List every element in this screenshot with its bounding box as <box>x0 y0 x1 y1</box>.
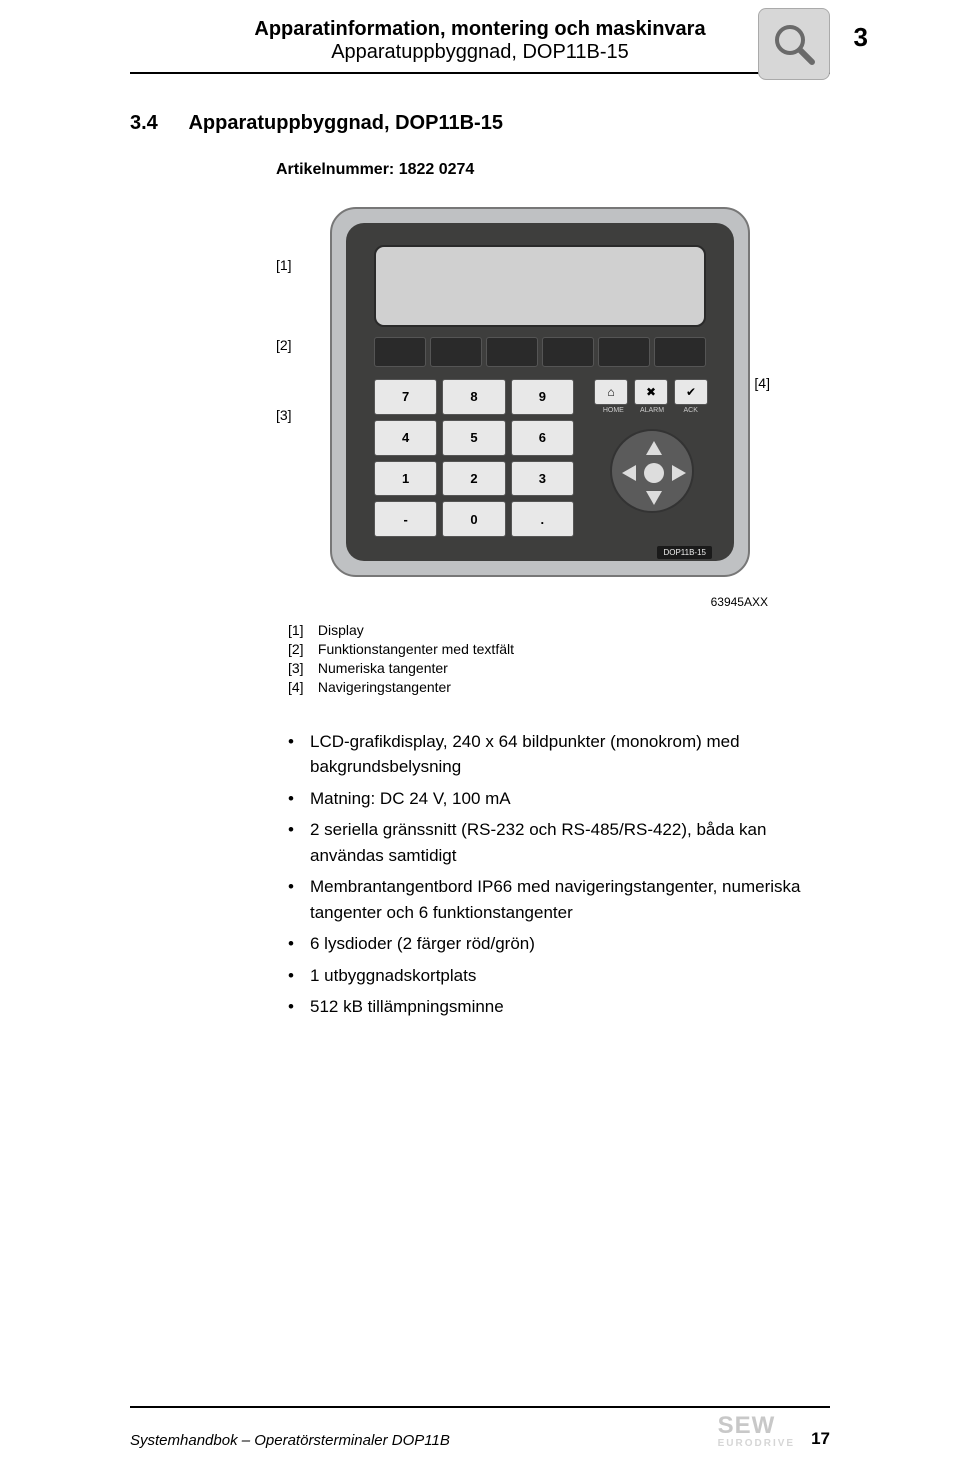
spec-bullet: Matning: DC 24 V, 100 mA <box>288 786 830 812</box>
device-lcd <box>374 245 706 327</box>
article-number: Artikelnummer: 1822 0274 <box>276 161 830 179</box>
dpad-arrows-icon <box>612 431 696 515</box>
home-icon: ⌂ <box>594 379 628 405</box>
figure-legend: [1] Display [2] Funktionstangenter med t… <box>130 621 830 697</box>
legend-row: [1] Display <box>288 621 830 640</box>
legend-text: Navigeringstangenter <box>318 679 451 695</box>
section-title: Apparatuppbyggnad, DOP11B-15 <box>188 112 503 135</box>
function-key <box>486 337 538 367</box>
brand-logo: SEW EURODRIVE <box>718 1412 795 1449</box>
keypad-key: 1 <box>374 461 437 497</box>
spec-bullet: 2 seriella gränssnitt (RS-232 och RS-485… <box>288 817 830 868</box>
figure-callout-2: [2] <box>276 337 292 353</box>
device-outline: 7 8 9 4 5 6 1 2 3 - 0 . ⌂ ✖ ✔ <box>330 207 750 577</box>
function-key-row <box>374 337 706 367</box>
footer-row: Systemhandbok – Operatörsterminaler DOP1… <box>100 1412 860 1449</box>
legend-ref: [2] <box>288 640 314 659</box>
spec-bullet: 1 utbyggnadskortplats <box>288 963 830 989</box>
nav-pad-area: ⌂ ✖ ✔ HOME ALARM ACK <box>594 379 710 547</box>
keypad-key: . <box>511 501 574 537</box>
brand-logo-main: SEW <box>718 1412 776 1439</box>
function-key <box>430 337 482 367</box>
direction-pad <box>610 429 694 513</box>
figure-callout-3: [3] <box>276 407 292 423</box>
numeric-keypad: 7 8 9 4 5 6 1 2 3 - 0 . <box>374 379 574 537</box>
spec-bullet: 6 lysdioder (2 färger röd/grön) <box>288 931 830 957</box>
chapter-number: 3 <box>854 22 868 53</box>
legend-ref: [3] <box>288 659 314 678</box>
magnifier-icon <box>758 8 830 80</box>
keypad-key: 8 <box>442 379 505 415</box>
spec-bullet-list: LCD-grafikdisplay, 240 x 64 bildpunkter … <box>288 729 830 1020</box>
legend-text: Numeriska tangenter <box>318 660 448 676</box>
function-key <box>598 337 650 367</box>
legend-ref: [4] <box>288 678 314 697</box>
header-titles: Apparatinformation, montering och maskin… <box>130 18 830 64</box>
spec-bullet: 512 kB tillämpningsminne <box>288 994 830 1020</box>
figure-callout-4: [4] <box>754 375 770 391</box>
alarm-icon: ✖ <box>634 379 668 405</box>
page-content: 3.4 Apparatuppbyggnad, DOP11B-15 Artikel… <box>0 74 960 1020</box>
keypad-key: 7 <box>374 379 437 415</box>
header-title-sub: Apparatuppbyggnad, DOP11B-15 <box>130 41 830 64</box>
sysbtn-label: ALARM <box>633 407 672 414</box>
page-number: 17 <box>811 1429 830 1449</box>
header-title-main: Apparatinformation, montering och maskin… <box>130 18 830 41</box>
legend-text: Display <box>318 622 364 638</box>
keypad-key: 0 <box>442 501 505 537</box>
keypad-key: 3 <box>511 461 574 497</box>
keypad-key: 9 <box>511 379 574 415</box>
legend-ref: [1] <box>288 621 314 640</box>
function-key <box>374 337 426 367</box>
page-header: Apparatinformation, montering och maskin… <box>0 0 960 68</box>
device-figure: 7 8 9 4 5 6 1 2 3 - 0 . ⌂ ✖ ✔ <box>130 197 830 617</box>
legend-row: [4] Navigeringstangenter <box>288 678 830 697</box>
legend-text: Funktionstangenter med textfält <box>318 641 514 657</box>
device-faceplate: 7 8 9 4 5 6 1 2 3 - 0 . ⌂ ✖ ✔ <box>346 223 734 561</box>
legend-row: [2] Funktionstangenter med textfält <box>288 640 830 659</box>
figure-callout-1: [1] <box>276 257 292 273</box>
section-number: 3.4 <box>130 112 184 135</box>
model-badge: DOP11B-15 <box>657 546 712 559</box>
keypad-key: 4 <box>374 420 437 456</box>
sysbtn-label: ACK <box>671 407 710 414</box>
keypad-key: 6 <box>511 420 574 456</box>
function-key <box>542 337 594 367</box>
keypad-key: 5 <box>442 420 505 456</box>
brand-logo-tag: EURODRIVE <box>718 1438 795 1449</box>
function-key <box>654 337 706 367</box>
section-heading-row: 3.4 Apparatuppbyggnad, DOP11B-15 <box>130 112 830 135</box>
magnifier-icon-svg <box>770 20 818 68</box>
figure-id: 63945AXX <box>711 595 768 609</box>
spec-bullet: LCD-grafikdisplay, 240 x 64 bildpunkter … <box>288 729 830 780</box>
ack-icon: ✔ <box>674 379 708 405</box>
page-footer: Systemhandbok – Operatörsterminaler DOP1… <box>0 1406 960 1449</box>
keypad-key: 2 <box>442 461 505 497</box>
footer-rule <box>130 1406 830 1408</box>
spec-bullet: Membrantangentbord IP66 med navigeringst… <box>288 874 830 925</box>
keypad-key: - <box>374 501 437 537</box>
sysbtn-label: HOME <box>594 407 633 414</box>
footer-doc-title: Systemhandbok – Operatörsterminaler DOP1… <box>130 1432 450 1449</box>
legend-row: [3] Numeriska tangenter <box>288 659 830 678</box>
